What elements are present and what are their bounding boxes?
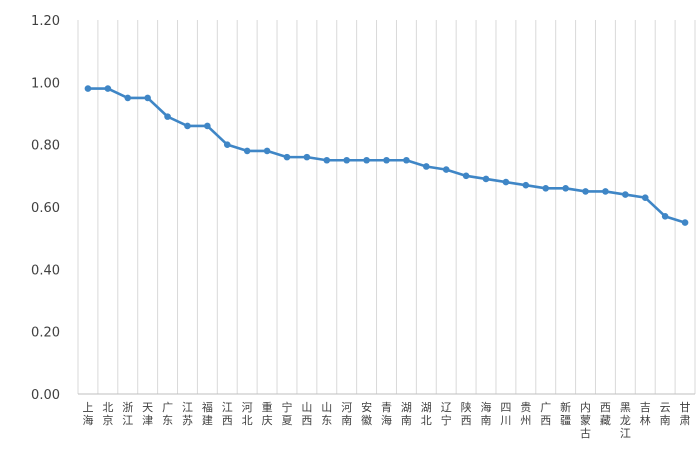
- x-tick-label: 海南: [481, 400, 492, 427]
- x-tick-label: 山东: [321, 401, 332, 427]
- data-point: [423, 163, 430, 170]
- x-tick-label: 西藏: [600, 401, 611, 427]
- x-tick-label: 湖南: [401, 401, 412, 427]
- y-tick-label: 1.20: [31, 14, 60, 29]
- data-point: [641, 194, 649, 201]
- data-point: [582, 188, 589, 195]
- x-tick-label: 陕西: [461, 400, 472, 427]
- x-tick-label: 山西: [301, 401, 312, 427]
- data-point: [482, 175, 490, 183]
- x-tick-label: 宁夏: [281, 400, 292, 427]
- x-tick-label: 江苏: [182, 401, 193, 427]
- x-tick-label: 福建: [202, 400, 213, 427]
- data-point: [204, 122, 211, 130]
- data-point: [164, 113, 171, 120]
- x-tick-label: 甘肃: [680, 401, 691, 427]
- x-tick-label: 北京: [102, 401, 113, 427]
- x-tick-label: 重庆: [262, 400, 273, 427]
- data-point: [283, 153, 291, 161]
- x-tick-label: 河北: [242, 401, 253, 427]
- x-tick-label: 黑龙江: [620, 401, 631, 440]
- x-tick-label: 安徽: [361, 400, 372, 427]
- y-tick-label: 0.20: [31, 326, 60, 341]
- y-tick-label: 0.40: [31, 263, 60, 278]
- data-point: [323, 156, 331, 164]
- data-point: [681, 219, 689, 226]
- data-point: [442, 166, 450, 173]
- y-tick-labels: 0.00 0.20 0.40 0.60 0.80 1.00 1.20: [31, 14, 60, 403]
- data-point: [363, 156, 370, 164]
- data-point: [263, 147, 271, 155]
- data-point: [602, 188, 609, 195]
- data-point: [144, 94, 151, 102]
- x-tick-label: 浙江: [122, 401, 133, 427]
- data-point: [243, 147, 251, 155]
- y-tick-label: 0.80: [31, 139, 60, 154]
- x-tick-label: 吉林: [640, 401, 651, 427]
- x-tick-label: 广东: [162, 401, 173, 427]
- data-point: [403, 156, 410, 164]
- x-tick-label: 湖北: [421, 401, 432, 427]
- data-point: [223, 141, 231, 148]
- data-point: [104, 85, 112, 92]
- x-tick-label: 河南: [341, 401, 352, 427]
- y-tick-label: 0.60: [31, 201, 60, 216]
- x-tick-label: 贵州: [520, 401, 531, 427]
- data-point: [84, 85, 92, 92]
- data-point: [622, 191, 629, 198]
- data-point: [343, 156, 350, 164]
- x-tick-label: 内蒙古: [580, 400, 591, 440]
- data-point: [661, 213, 669, 220]
- data-point: [124, 94, 132, 102]
- points-layer: [84, 85, 689, 226]
- x-tick-label: 四川: [500, 401, 511, 427]
- x-tick-label: 新疆: [560, 400, 571, 427]
- x-tick-label: 广西: [540, 401, 551, 427]
- data-point: [383, 156, 390, 164]
- grid-layer: [77, 20, 696, 394]
- x-tick-labels: 上海北京浙江天津广东江苏福建江西河北重庆宁夏山西山东河南安徽青海湖南湖北辽宁陕西…: [82, 400, 690, 440]
- x-tick-label: 江西: [222, 401, 233, 427]
- x-tick-label: 辽宁: [441, 401, 452, 427]
- x-tick-label: 上海: [82, 401, 93, 427]
- data-point: [462, 172, 470, 180]
- data-point: [562, 185, 569, 192]
- x-tick-label: 青海: [381, 401, 392, 427]
- x-tick-label: 天津: [142, 401, 153, 427]
- data-point: [502, 178, 510, 186]
- data-point: [522, 181, 530, 189]
- x-tick-label: 云南: [660, 401, 671, 427]
- data-point: [303, 153, 311, 161]
- data-point: [184, 122, 191, 130]
- data-point: [542, 185, 550, 192]
- y-tick-label: 1.00: [31, 76, 60, 91]
- y-tick-label: 0.00: [31, 388, 60, 403]
